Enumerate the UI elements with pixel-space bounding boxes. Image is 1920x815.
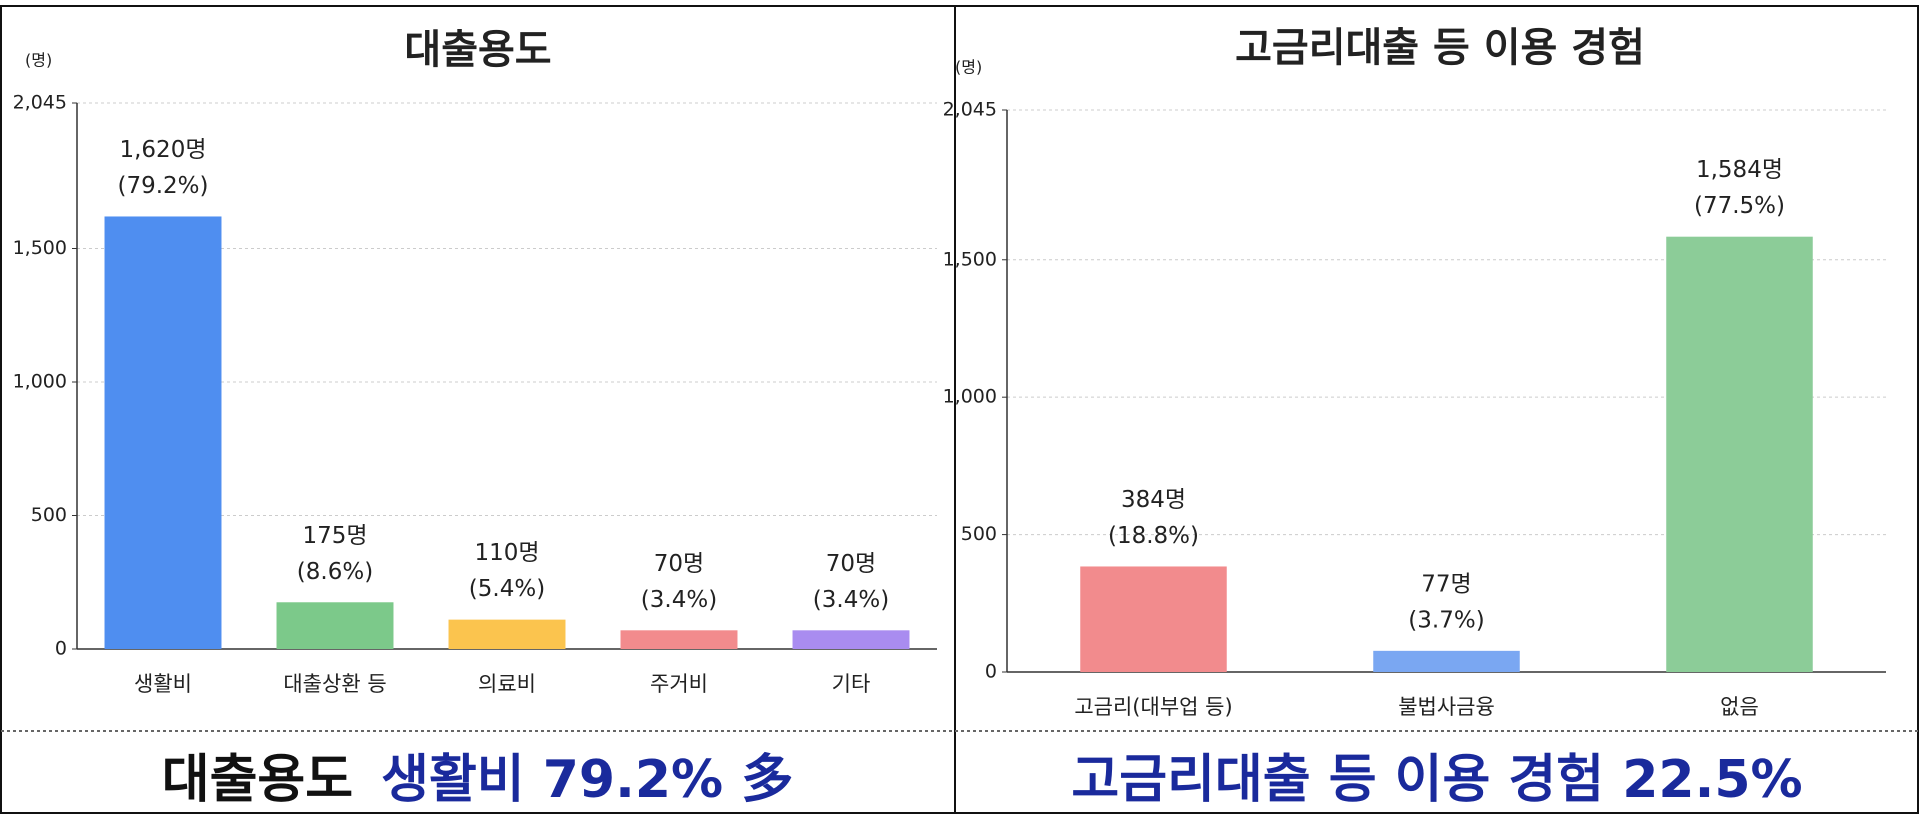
- share-label: (3.4%): [813, 587, 889, 613]
- value-label: 175명: [302, 523, 367, 549]
- share-label: (79.2%): [117, 173, 208, 199]
- y-tick-label: 500: [31, 504, 67, 526]
- share-label: (77.5%): [1694, 193, 1785, 219]
- y-tick-label: 1,500: [13, 237, 67, 259]
- share-label: (5.4%): [469, 576, 545, 602]
- caption: 고금리대출 등 이용 경험 22.5%: [956, 735, 1918, 813]
- chart-title: 고금리대출 등 이용 경험: [1235, 25, 1645, 71]
- y-tick-label: 1,500: [943, 248, 997, 270]
- share-label: (18.8%): [1108, 523, 1199, 549]
- bar: [1373, 650, 1520, 672]
- x-tick-label: 없음: [1720, 695, 1759, 719]
- y-tick-label: 1,000: [943, 386, 997, 408]
- bar: [1080, 566, 1227, 672]
- caption-text: 생활비 79.2% 多: [381, 749, 794, 810]
- y-tick-label: 2,045: [13, 92, 67, 114]
- share-label: (8.6%): [297, 559, 373, 585]
- x-tick-label: 고금리(대부업 등): [1074, 695, 1232, 719]
- y-tick-label: 0: [55, 638, 67, 660]
- chart-title: 대출용도: [404, 27, 551, 73]
- caption-text: 고금리대출 등 이용 경험 22.5%: [1071, 749, 1803, 810]
- x-tick-label: 생활비: [134, 672, 192, 696]
- y-axis-label: (명): [955, 58, 982, 77]
- share-label: (3.4%): [641, 587, 717, 613]
- share-label: (3.7%): [1408, 607, 1484, 633]
- value-label: 70명: [826, 551, 876, 577]
- value-label: 110명: [474, 540, 539, 566]
- x-tick-label: 기타: [832, 672, 871, 696]
- value-label: 77명: [1421, 571, 1471, 597]
- value-label: 1,584명: [1696, 157, 1783, 183]
- x-tick-label: 주거비: [650, 672, 708, 696]
- y-tick-label: 0: [985, 661, 997, 683]
- bar: [276, 602, 394, 649]
- y-tick-label: 500: [961, 523, 997, 545]
- frame: [0, 5, 1919, 814]
- value-label: 384명: [1121, 487, 1186, 513]
- value-label: 1,620명: [119, 137, 206, 163]
- bar: [104, 216, 222, 650]
- y-tick-label: 1,000: [13, 371, 67, 393]
- bar: [620, 630, 738, 649]
- y-axis-label: (명): [25, 51, 52, 70]
- y-tick-label: 2,045: [943, 99, 997, 121]
- caption: 대출용도 생활비 79.2% 多: [0, 735, 955, 813]
- x-tick-label: 대출상환 등: [283, 672, 386, 696]
- x-tick-label: 불법사금융: [1398, 695, 1495, 719]
- caption-text: 대출용도: [161, 749, 354, 810]
- bar: [792, 630, 910, 649]
- x-tick-label: 의료비: [478, 672, 536, 696]
- value-label: 70명: [654, 551, 704, 577]
- bar: [448, 619, 566, 649]
- bar: [1666, 236, 1813, 672]
